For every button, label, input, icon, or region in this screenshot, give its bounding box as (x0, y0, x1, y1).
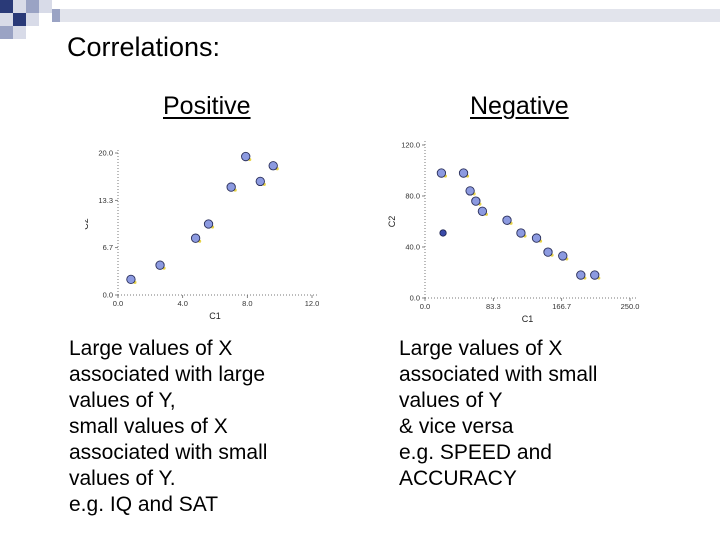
scatter-point (241, 151, 251, 162)
positive-example: e.g. IQ and SAT (69, 493, 219, 516)
negative-description-line: & vice versa (399, 415, 514, 438)
scatter-point (516, 228, 526, 238)
y-tick-label: 80.0 (405, 192, 420, 201)
x-tick-label: 166.7 (552, 302, 571, 311)
x-tick-label: 0.0 (113, 299, 123, 308)
y-tick-label: 20.0 (98, 149, 113, 158)
scatter-point (126, 274, 136, 285)
scatter-point (439, 229, 447, 237)
scatter-point (576, 270, 586, 280)
x-tick-label: 12.0 (305, 299, 320, 308)
scatter-point (255, 176, 265, 187)
x-tick-label: 4.0 (177, 299, 187, 308)
y-tick-label: 0.0 (103, 291, 113, 300)
y-axis-label: C2 (85, 218, 90, 230)
scatter-point (268, 161, 278, 171)
scatter-point (502, 215, 512, 225)
y-tick-label: 0.0 (410, 294, 420, 303)
scatter-point (465, 186, 475, 196)
positive-description: Large values of X associated with large … (69, 336, 329, 518)
scatter-point (190, 233, 201, 243)
x-axis-label: C1 (522, 314, 534, 324)
scatter-point (203, 219, 214, 229)
x-tick-label: 8.0 (242, 299, 252, 308)
scatter-point (471, 196, 481, 206)
positive-scatter-plot: 0.0 4.0 8.0 12.0 0.0 6.7 13.3 20.0 C1 C2 (85, 149, 320, 322)
x-axis-label: C1 (209, 311, 221, 321)
positive-description-line: Large values of X associated with large … (69, 337, 266, 412)
positive-description-line: small values of X associated with small … (69, 415, 268, 490)
negative-description-line: Large values of X associated with small … (399, 337, 598, 412)
x-tick-label: 250.0 (621, 302, 640, 311)
scatter-point (531, 233, 542, 243)
slide-corner-decoration (0, 0, 720, 39)
scatter-point (558, 251, 568, 261)
y-tick-label: 13.3 (98, 196, 113, 205)
x-tick-label: 0.0 (420, 302, 430, 311)
scatter-point (226, 182, 236, 192)
y-axis-label: C2 (387, 216, 397, 228)
y-tick-label: 40.0 (405, 243, 420, 252)
positive-heading: Positive (163, 92, 251, 120)
negative-scatter-plot: 0.0 83.3 166.7 250.0 0.0 40.0 80.0 120.0 C1 C2 (387, 141, 640, 325)
y-tick-label: 6.7 (103, 243, 113, 252)
scatter-point (543, 247, 553, 257)
x-tick-label: 83.3 (486, 302, 501, 311)
negative-description: Large values of X associated with small … (399, 336, 659, 492)
slide-title: Correlations: (67, 32, 221, 62)
scatter-point (436, 168, 447, 178)
y-tick-label: 120.0 (401, 141, 420, 150)
scatter-point (155, 260, 165, 270)
scatter-point (458, 168, 469, 178)
scatter-point (590, 270, 600, 280)
scatter-point (477, 206, 488, 216)
negative-example: e.g. SPEED and ACCURACY (399, 441, 552, 490)
negative-heading: Negative (470, 92, 569, 120)
